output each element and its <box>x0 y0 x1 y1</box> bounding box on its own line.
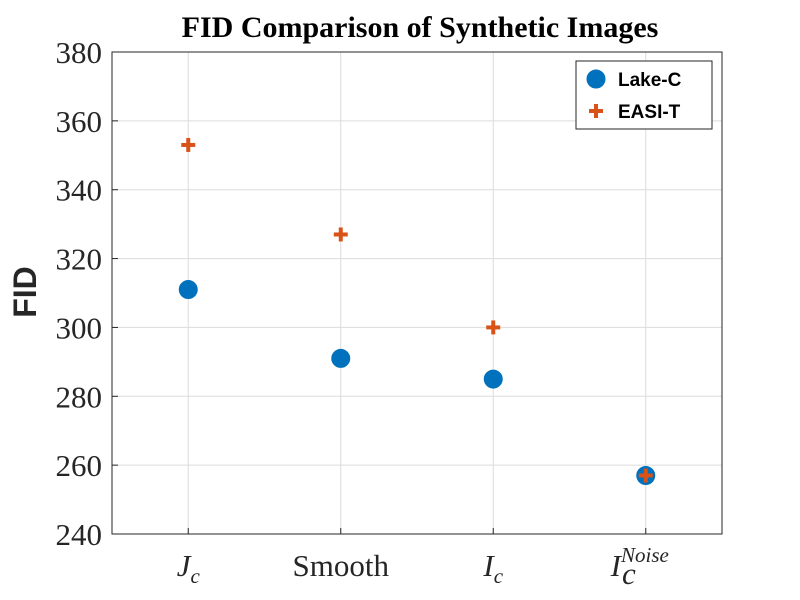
x-tick-label-base: Smooth <box>293 548 390 583</box>
x-tick-label-3: INoise <box>610 543 669 583</box>
x-tick-label-base: I <box>482 548 495 583</box>
y-axis-ticks: 240 260 280 300 320 340 360 380 <box>56 35 118 552</box>
legend: Lake-C EASI-T <box>575 60 713 130</box>
data-series <box>178 137 656 485</box>
series-easi-t <box>181 137 653 483</box>
y-tick-label-2: 280 <box>56 379 103 414</box>
x-tick-label-base: I <box>610 548 623 583</box>
x-tick-label-sub: c <box>494 564 504 588</box>
x-tick-label-sub: c <box>190 564 200 588</box>
x-tick-label-sub: c <box>622 556 636 591</box>
y-axis-label: FID <box>7 266 43 318</box>
x-tick-label-0: Jc <box>177 548 201 588</box>
data-point-lake-c-1 <box>331 348 351 368</box>
legend-marker-easi-t <box>589 104 603 118</box>
x-tick-label-sup: Noise <box>620 543 669 567</box>
chart-title: FID Comparison of Synthetic Images <box>182 11 659 44</box>
data-point-easi-t-3 <box>638 468 653 483</box>
y-tick-label-4: 320 <box>56 242 103 277</box>
data-point-easi-t-2 <box>486 320 501 335</box>
data-point-easi-t-0 <box>181 137 196 152</box>
x-tick-label-base: J <box>177 548 192 583</box>
x-tick-label-1: Smooth <box>293 548 390 583</box>
y-tick-label-0: 240 <box>56 517 103 552</box>
legend-label-easi-t: EASI-T <box>618 102 681 123</box>
x-tick-label-2: Ic <box>482 548 503 588</box>
axes-box <box>111 51 723 535</box>
y-tick-label-6: 360 <box>56 104 103 139</box>
y-tick-label-5: 340 <box>56 173 103 208</box>
legend-label-lake-c: Lake-C <box>618 70 682 91</box>
data-point-easi-t-1 <box>333 227 348 242</box>
y-tick-label-3: 300 <box>56 310 103 345</box>
y-tick-label-1: 260 <box>56 448 103 483</box>
data-point-lake-c-2 <box>483 369 503 389</box>
data-point-lake-c-0 <box>178 280 198 300</box>
legend-marker-lake-c <box>586 69 606 89</box>
y-tick-label-7: 380 <box>56 35 103 70</box>
series-lake-c <box>178 280 656 485</box>
